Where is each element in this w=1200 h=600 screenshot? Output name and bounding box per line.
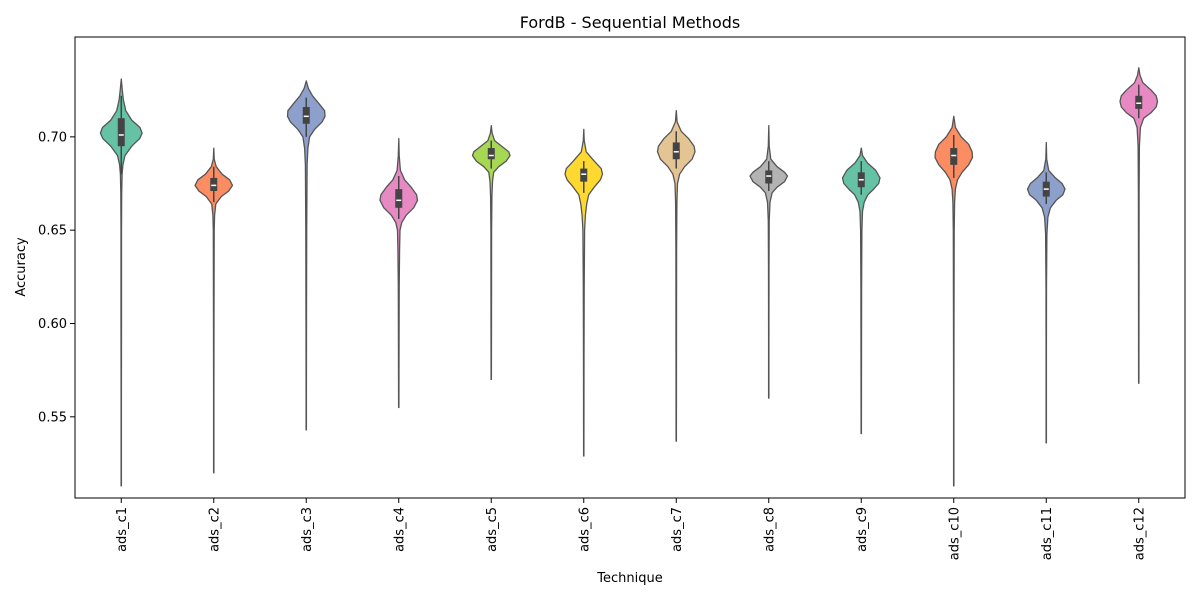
iqr-box-ads_c1 bbox=[117, 118, 125, 147]
violin-ads_c9 bbox=[841, 147, 881, 435]
violin-ads_c12 bbox=[1119, 67, 1159, 384]
y-tick-label: 0.65 bbox=[38, 224, 67, 239]
x-tick-label: ads_c10 bbox=[947, 507, 962, 560]
violin-body-ads_c11 bbox=[1026, 141, 1066, 444]
violin-body-ads_c7 bbox=[656, 110, 696, 442]
violin-ads_c10 bbox=[934, 115, 974, 487]
violin-body-ads_c3 bbox=[286, 80, 326, 431]
violin-ads_c11 bbox=[1026, 141, 1066, 444]
violin-body-ads_c8 bbox=[749, 125, 789, 399]
x-tick-label: ads_c7 bbox=[670, 507, 685, 552]
violin-body-ads_c12 bbox=[1119, 67, 1159, 384]
violin-ads_c7 bbox=[656, 110, 696, 442]
y-tick-label: 0.60 bbox=[38, 317, 67, 332]
x-tick-label: ads_c12 bbox=[1132, 507, 1147, 560]
violin-body-ads_c9 bbox=[841, 147, 881, 435]
violin-body-ads_c1 bbox=[99, 78, 143, 487]
iqr-box-ads_c10 bbox=[950, 148, 958, 165]
x-tick-label: ads_c6 bbox=[577, 507, 592, 552]
iqr-box-ads_c5 bbox=[487, 148, 495, 160]
chart-title: FordB - Sequential Methods bbox=[520, 13, 740, 32]
x-tick-label: ads_c2 bbox=[207, 507, 222, 552]
x-tick-label: ads_c3 bbox=[300, 507, 315, 552]
x-tick-label: ads_c1 bbox=[115, 507, 130, 552]
x-tick-label: ads_c8 bbox=[762, 507, 777, 552]
violin-ads_c3 bbox=[286, 80, 326, 431]
violin-ads_c8 bbox=[749, 125, 789, 399]
violin-layer bbox=[99, 67, 1159, 487]
y-tick-label: 0.55 bbox=[38, 410, 67, 425]
x-axis-label: Technique bbox=[596, 571, 662, 586]
violin-ads_c4 bbox=[379, 138, 419, 409]
y-tick-label: 0.70 bbox=[38, 130, 67, 145]
violin-body-ads_c10 bbox=[934, 115, 974, 487]
iqr-box-ads_c8 bbox=[765, 170, 773, 184]
x-tick-label: ads_c9 bbox=[855, 507, 870, 552]
y-axis: 0.55 0.60 0.65 0.70 bbox=[38, 130, 75, 425]
y-axis-label: Accuracy bbox=[14, 237, 29, 297]
x-axis: ads_c1 ads_c2 ads_c3 ads_c4 ads_c5 ads_c6 ads_… bbox=[115, 498, 1147, 560]
x-tick-label: ads_c5 bbox=[485, 507, 500, 552]
plot-frame bbox=[74, 36, 1186, 499]
violin-ads_c2 bbox=[194, 147, 234, 474]
iqr-box-ads_c4 bbox=[395, 189, 403, 208]
violin-ads_c5 bbox=[471, 125, 511, 381]
violin-body-ads_c4 bbox=[379, 138, 419, 409]
iqr-box-ads_c6 bbox=[580, 168, 588, 182]
violin-body-ads_c6 bbox=[564, 128, 604, 457]
iqr-box-ads_c3 bbox=[302, 106, 310, 124]
iqr-box-ads_c7 bbox=[672, 142, 680, 160]
violin-body-ads_c5 bbox=[471, 125, 511, 381]
violin-ads_c1 bbox=[99, 78, 143, 487]
iqr-box-ads_c2 bbox=[210, 177, 218, 191]
violin-body-ads_c2 bbox=[194, 147, 234, 474]
x-tick-label: ads_c11 bbox=[1040, 507, 1055, 560]
violin-ads_c6 bbox=[564, 128, 604, 457]
x-tick-label: ads_c4 bbox=[392, 507, 407, 552]
iqr-box-ads_c12 bbox=[1135, 95, 1143, 109]
